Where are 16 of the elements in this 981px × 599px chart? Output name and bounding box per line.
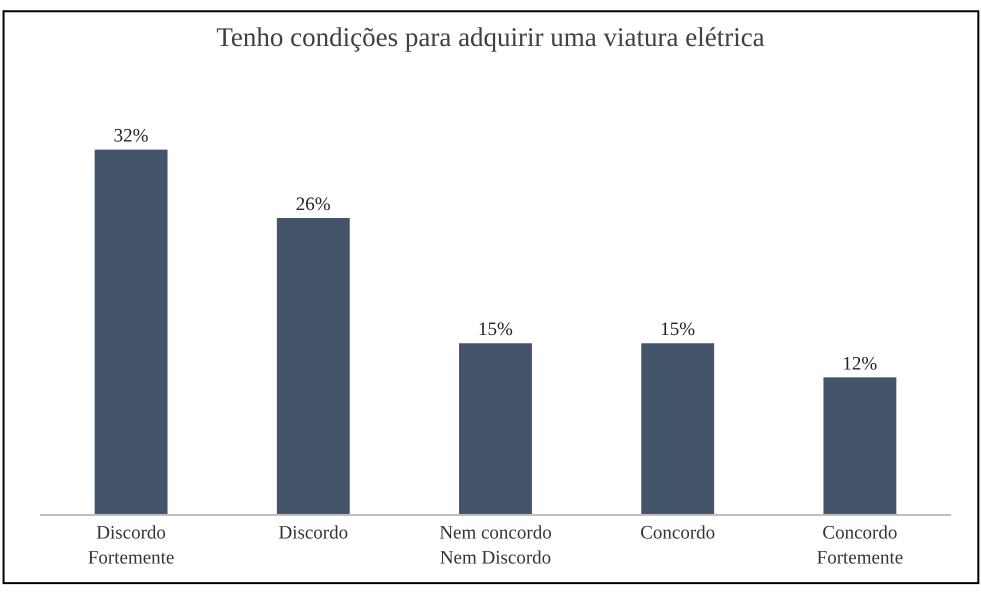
data-label: 32% bbox=[114, 126, 149, 147]
bar bbox=[276, 218, 350, 514]
data-label: 15% bbox=[660, 319, 696, 340]
x-tick-label: Discordo bbox=[278, 522, 348, 544]
data-label: 26% bbox=[296, 194, 331, 215]
bar bbox=[459, 343, 532, 514]
data-label: 12% bbox=[842, 353, 878, 374]
data-label: 15% bbox=[478, 319, 513, 340]
bar bbox=[641, 343, 714, 514]
x-tick-label: Discordo Fortemente bbox=[88, 522, 174, 568]
bar bbox=[94, 150, 168, 514]
bar bbox=[823, 377, 896, 514]
x-tick-label: Concordo Fortemente bbox=[816, 522, 904, 568]
x-tick-label: Nem concordo Nem Discordo bbox=[439, 522, 552, 568]
chart-title: Tenho condições para adquirir uma viatura elétrica bbox=[216, 22, 765, 52]
x-tick-label: Concordo bbox=[640, 522, 716, 544]
